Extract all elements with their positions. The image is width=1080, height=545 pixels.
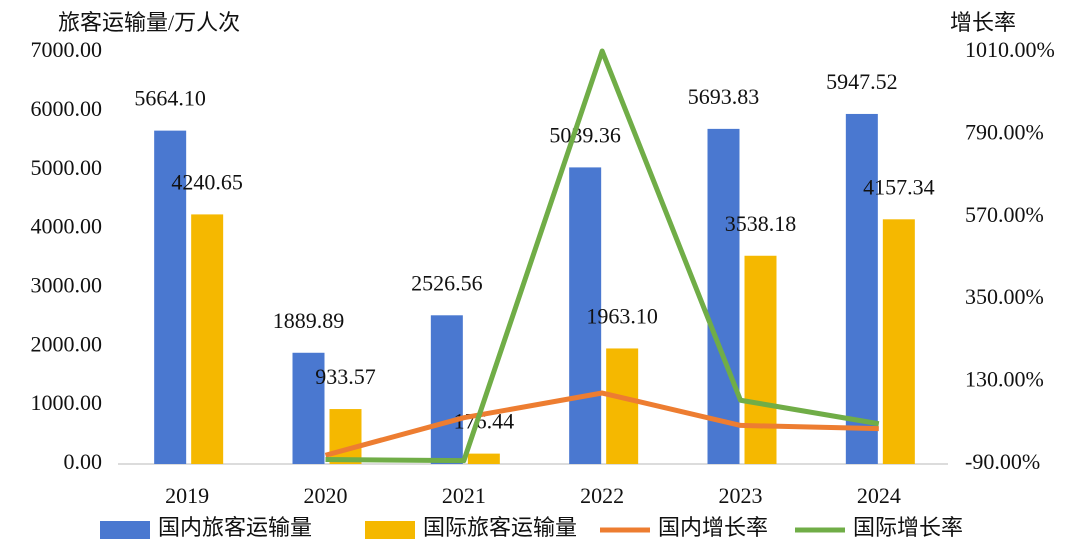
data-label: 5664.10 (134, 86, 206, 111)
y2-tick-label: 350.00% (965, 284, 1044, 309)
bar (430, 315, 463, 464)
x-tick-label: 2022 (580, 483, 624, 508)
y2-tick-label: 790.00% (965, 119, 1044, 144)
x-tick-label: 2019 (165, 483, 209, 508)
y-axis-title: 旅客运输量/万人次 (58, 10, 240, 35)
bar (744, 255, 777, 464)
y2-tick-label: -90.00% (965, 449, 1040, 474)
y2-tick-label: 1010.00% (965, 37, 1055, 62)
bar (292, 352, 325, 464)
data-label: 4240.65 (171, 169, 243, 194)
y-tick-label: 2000.00 (31, 331, 103, 356)
data-label: 5693.83 (688, 84, 760, 109)
legend-swatch (100, 521, 150, 539)
y-tick-label: 6000.00 (31, 96, 103, 121)
y2-tick-label: 570.00% (965, 202, 1044, 227)
x-tick-label: 2023 (719, 483, 763, 508)
bar (707, 128, 740, 464)
y-tick-label: 0.00 (64, 449, 103, 474)
legend-label: 国内旅客运输量 (158, 515, 312, 540)
data-label: 4157.34 (863, 174, 935, 199)
y-tick-label: 1000.00 (31, 390, 103, 415)
data-label: 2526.56 (411, 270, 483, 295)
bar (882, 219, 915, 464)
x-tick-label: 2024 (857, 483, 901, 508)
x-tick-label: 2020 (304, 483, 348, 508)
bar (845, 113, 878, 464)
bar (467, 453, 500, 464)
x-tick-label: 2021 (442, 483, 486, 508)
legend-label: 国际增长率 (853, 515, 963, 540)
data-label: 3538.18 (725, 211, 797, 236)
bar (154, 130, 187, 464)
data-label: 1889.89 (273, 308, 345, 333)
data-label: 933.57 (315, 364, 376, 389)
y-tick-label: 3000.00 (31, 272, 103, 297)
data-label: 5947.52 (826, 69, 898, 94)
legend-label: 国内增长率 (658, 515, 768, 540)
bar (329, 409, 362, 464)
line-series (325, 48, 880, 464)
bar (569, 167, 602, 464)
y2-axis-title: 增长率 (950, 10, 1016, 35)
line-series (324, 390, 879, 458)
data-label: 5039.36 (549, 122, 621, 147)
y-tick-label: 5000.00 (31, 155, 103, 180)
y-tick-label: 4000.00 (31, 214, 103, 239)
y-tick-label: 7000.00 (31, 37, 103, 62)
data-label: 1963.10 (586, 304, 658, 329)
bar (191, 214, 224, 464)
bar (606, 348, 639, 464)
legend-label: 国际旅客运输量 (423, 515, 577, 540)
y2-tick-label: 130.00% (965, 367, 1044, 392)
legend-swatch (365, 521, 415, 539)
